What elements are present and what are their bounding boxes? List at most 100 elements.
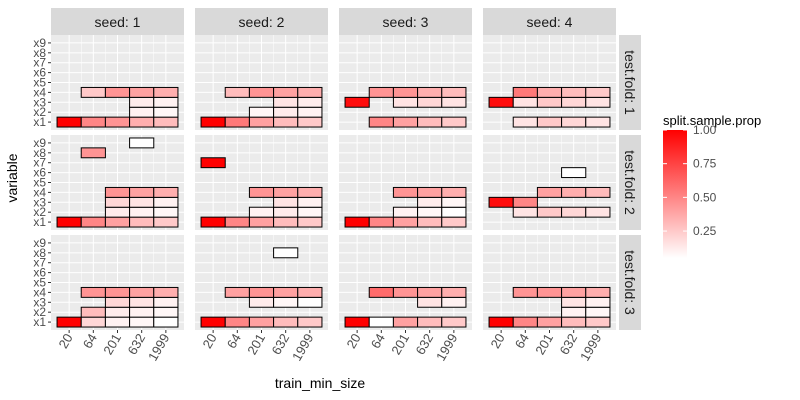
heatmap-tile-r1-c3-201-x4 (392, 86, 419, 98)
heatmap-tile-r2-c2-20-x1 (200, 216, 226, 228)
x-tick-label-c4-64: 64 (512, 331, 532, 351)
heatmap-tile-r1-c3-64-x1 (368, 116, 394, 128)
heatmap-tile-r1-c1-1999-x4 (153, 86, 179, 98)
legend-tick-label-1: 0.50 (693, 190, 717, 204)
heatmap-tile-r3-c4-64-x1 (512, 316, 538, 328)
y-tick-label-r1-x7: x7 (33, 56, 46, 70)
heatmap-tile-r1-c2-64-x4 (224, 86, 250, 98)
heatmap-tile-r1-c1-1999-x1 (153, 116, 179, 128)
y-tick-label-r3-x5: x5 (33, 276, 46, 290)
x-tick-label-c1-632: 632 (124, 331, 148, 357)
heatmap-tile-r2-c4-201-x4 (536, 186, 563, 198)
heatmap-tile-r1-c2-1999-x2 (297, 106, 323, 118)
heatmap-tile-r2-c3-632-x3 (417, 196, 443, 208)
heatmap-tile-r3-c4-64-x4 (512, 286, 538, 298)
heatmap-tile-r3-c3-1999-x3 (441, 296, 467, 308)
heatmap-tile-r1-c2-632-x1 (273, 116, 299, 128)
heatmap-tile-r3-c2-20-x1 (200, 316, 226, 328)
heatmap-tile-r2-c3-1999-x3 (441, 196, 467, 208)
y-tick-label-r1-x1: x1 (33, 115, 46, 129)
heatmap-tile-r2-c3-201-x4 (392, 186, 419, 198)
heatmap-tile-r3-c2-632-x8 (273, 247, 299, 259)
heatmap-tile-r2-c1-1999-x2 (153, 206, 179, 218)
heatmap-tile-r1-c2-1999-x4 (297, 86, 323, 98)
heatmap-tile-r2-c2-632-x2 (273, 206, 299, 218)
strip-right-bg-2 (619, 135, 641, 230)
heatmap-tile-r2-c2-1999-x4 (297, 186, 323, 198)
heatmap-tile-r2-c2-64-x1 (224, 216, 250, 228)
heatmap-tile-r3-c1-20-x1 (56, 316, 82, 328)
strip-top-bg-2 (195, 8, 328, 35)
heatmap-tile-r2-c2-1999-x2 (297, 206, 323, 218)
heatmap-tile-r3-c2-632-x4 (273, 286, 299, 298)
heatmap-tile-r2-c3-632-x1 (417, 216, 443, 228)
heatmap-tile-r2-c3-632-x4 (417, 186, 443, 198)
heatmap-tile-r2-c1-201-x2 (104, 206, 131, 218)
heatmap-tile-r2-c1-632-x2 (129, 206, 155, 218)
strip-right-label-1: test.fold: 1 (622, 50, 638, 115)
y-tick-label-r2-x6: x6 (33, 166, 46, 180)
heatmap-tile-r1-c2-201-x4 (248, 86, 275, 98)
heatmap-tile-r2-c1-201-x3 (104, 196, 131, 208)
heatmap-tile-r1-c3-1999-x1 (441, 116, 467, 128)
heatmap-tile-r1-c1-632-x3 (129, 96, 155, 108)
heatmap-tile-r3-c2-64-x4 (224, 286, 250, 298)
heatmap-tile-r2-c1-201-x4 (104, 186, 131, 198)
y-tick-label-r3-x4: x4 (33, 285, 46, 299)
x-tick-label-c4-20: 20 (488, 331, 508, 351)
heatmap-tile-r3-c2-1999-x3 (297, 296, 323, 308)
heatmap-tile-r1-c4-20-x3 (488, 96, 514, 108)
heatmap-tile-r2-c4-201-x2 (536, 206, 563, 218)
y-tick-label-r2-x8: x8 (33, 146, 46, 160)
heatmap-tile-r2-c4-632-x6 (561, 167, 587, 179)
y-tick-label-r3-x8: x8 (33, 246, 46, 260)
strip-right-label-3: test.fold: 3 (622, 250, 638, 315)
heatmap-tile-r3-c3-632-x3 (417, 296, 443, 308)
heatmap-tile-r3-c1-201-x4 (104, 286, 131, 298)
heatmap-tile-r1-c2-201-x1 (248, 116, 275, 128)
x-tick-label-c1-201: 201 (100, 331, 124, 357)
strip-top-label-2: seed: 2 (239, 14, 285, 30)
heatmap-tile-r3-c1-201-x1 (104, 316, 131, 328)
heatmap-tile-r1-c1-64-x4 (80, 86, 106, 98)
heatmap-tile-r1-c4-201-x4 (536, 86, 563, 98)
x-tick-label-c3-632: 632 (412, 331, 436, 357)
heatmap-tile-r2-c4-1999-x2 (585, 206, 611, 218)
heatmap-tile-r3-c3-64-x4 (368, 286, 394, 298)
y-axis-title: variable (4, 153, 20, 202)
heatmap-tile-r2-c4-64-x2 (512, 206, 538, 218)
heatmap-tile-r2-c4-64-x3 (512, 196, 538, 208)
heatmap-tile-r2-c1-632-x1 (129, 216, 155, 228)
heatmap-tile-r2-c4-632-x2 (561, 206, 587, 218)
heatmap-tile-r1-c2-632-x2 (273, 106, 299, 118)
strip-right-bg-1 (619, 35, 641, 130)
y-tick-label-r3-x1: x1 (33, 315, 46, 329)
x-tick-label-c4-201: 201 (532, 331, 556, 357)
heatmap-tile-r3-c1-1999-x1 (153, 316, 179, 328)
y-tick-label-r1-x8: x8 (33, 46, 46, 60)
heatmap-tile-r1-c2-632-x4 (273, 86, 299, 98)
heatmap-tile-r3-c1-632-x2 (129, 306, 155, 318)
x-tick-label-c2-20: 20 (200, 331, 220, 351)
strips-layer: seed: 1 seed: 2 seed: 3 seed: 4 test.fold: 1… (51, 8, 641, 330)
strip-top-label-4: seed: 4 (527, 14, 573, 30)
heatmap-tile-r2-c3-64-x1 (368, 216, 394, 228)
heatmap-tile-r2-c1-632-x9 (129, 137, 155, 149)
heatmap-tile-r2-c1-64-x8 (80, 147, 106, 159)
heatmap-tile-r3-c2-632-x1 (273, 316, 299, 328)
legend-tick-label-3: 1.00 (693, 123, 717, 137)
y-tick-label-r2-x3: x3 (33, 195, 46, 209)
heatmap-tile-r1-c3-201-x3 (392, 96, 419, 108)
heatmap-tile-r3-c2-1999-x4 (297, 286, 323, 298)
strip-right-bg-3 (619, 235, 641, 330)
heatmap-tile-r2-c2-1999-x1 (297, 216, 323, 228)
heatmap-tile-r1-c4-64-x3 (512, 96, 538, 108)
strip-top-label-1: seed: 1 (95, 14, 141, 30)
heatmap-tile-r1-c4-1999-x4 (585, 86, 611, 98)
y-tick-label-r2-x5: x5 (33, 176, 46, 190)
heatmap-tile-r1-c4-201-x1 (536, 116, 563, 128)
x-tick-label-c2-632: 632 (268, 331, 292, 357)
heatmap-tile-r3-c4-1999-x4 (585, 286, 611, 298)
strip-right-label-2: test.fold: 2 (622, 150, 638, 215)
